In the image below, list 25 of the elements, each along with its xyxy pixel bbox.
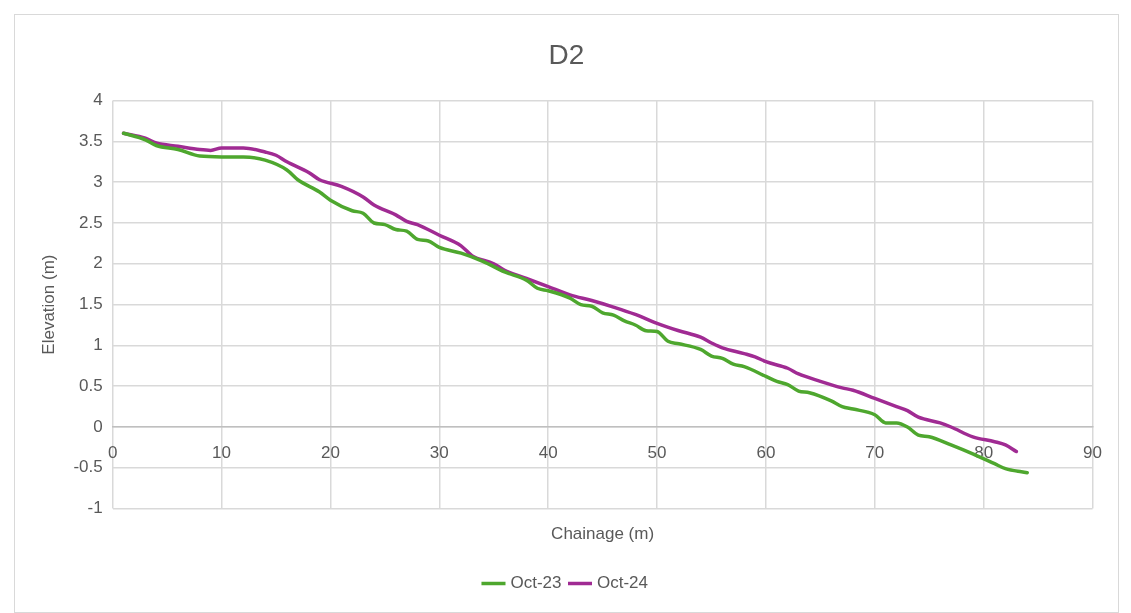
y-tick-label: 3 <box>93 171 103 191</box>
x-tick-label: 90 <box>1083 442 1103 462</box>
x-tick-label: 30 <box>429 442 449 462</box>
x-tick-label: 40 <box>538 442 558 462</box>
y-tick-label: -0.5 <box>73 457 103 477</box>
y-tick-label: 1.5 <box>79 294 103 314</box>
y-tick-label: -1 <box>87 498 103 518</box>
chart-title: D2 <box>548 38 585 70</box>
legend-label: Oct-23 <box>510 573 562 593</box>
x-tick-label: 60 <box>756 442 776 462</box>
x-axis-title: Chainage (m) <box>551 524 655 544</box>
y-tick-label: 3.5 <box>79 131 103 151</box>
y-tick-label: 4 <box>93 90 103 110</box>
y-tick-label: 2.5 <box>79 212 103 232</box>
x-tick-label: 20 <box>320 442 340 462</box>
x-tick-label: 10 <box>212 442 232 462</box>
x-tick-label: 70 <box>865 442 885 462</box>
x-tick-label: 50 <box>647 442 667 462</box>
y-tick-label: 1 <box>93 335 103 355</box>
y-tick-label: 2 <box>93 253 103 273</box>
x-tick-label: 0 <box>107 442 118 462</box>
y-tick-label: 0 <box>93 416 103 436</box>
legend-label: Oct-24 <box>597 573 649 593</box>
y-tick-label: 0.5 <box>79 375 103 395</box>
y-axis-title: Elevation (m) <box>38 254 58 355</box>
